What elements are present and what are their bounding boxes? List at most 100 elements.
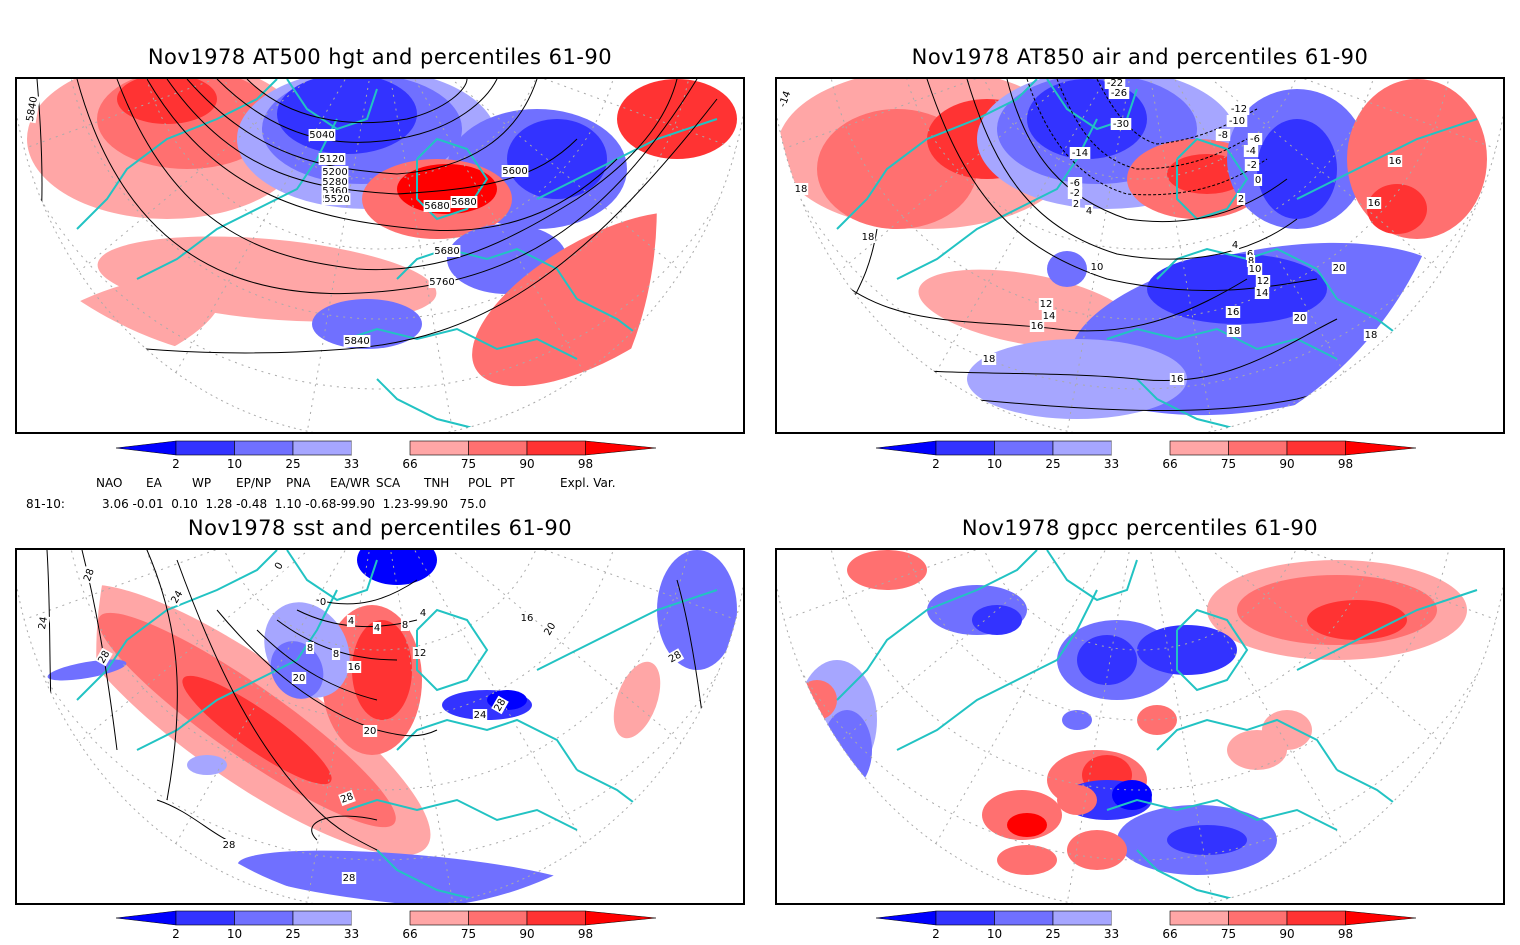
coastline <box>1106 798 1338 831</box>
colorbar-tick-label: 33 <box>1103 927 1120 941</box>
index-row-label: 81-10: <box>26 497 65 511</box>
t850-contour-label: 16 <box>1031 321 1044 332</box>
t850-contour-label: 14 <box>1256 288 1269 299</box>
colorbar-segment <box>1228 440 1288 456</box>
height-contour <box>116 79 678 271</box>
contour-label-bg <box>1215 129 1231 141</box>
colorbar-tick-label: 25 <box>285 927 301 941</box>
coastline <box>1046 550 1138 602</box>
coastline <box>836 79 1038 230</box>
colorbar-segment <box>468 910 528 926</box>
colorbar-tick-label: 2 <box>172 927 180 941</box>
coastline <box>376 378 478 430</box>
z500-contour-label: 5680 <box>424 201 449 212</box>
precip-anomaly-patch <box>1007 813 1047 837</box>
precip-anomaly-patch <box>822 710 872 790</box>
longitude-gridline <box>289 79 381 432</box>
shading-indian-cool <box>657 550 737 670</box>
colorbar-segment <box>351 911 410 925</box>
shading-atlantic-warm-max <box>182 675 332 785</box>
coastline <box>396 247 578 300</box>
contour-label-bg <box>308 129 336 141</box>
precip-anomaly-patch <box>1137 625 1237 675</box>
sst-contour-label: 28 <box>339 791 355 806</box>
colorbar-tick-label: 75 <box>1220 927 1237 941</box>
contour-label-bg <box>1292 312 1308 324</box>
index-header-ea-wr: EA/WR <box>330 476 371 490</box>
sst-contour-label: 8 <box>333 649 339 660</box>
sst-contour-label: 4 <box>348 616 354 627</box>
precip-anomaly-patch <box>1167 825 1247 855</box>
contour-label-bg <box>1029 320 1045 332</box>
t850-contour-label: 12 <box>1257 276 1270 287</box>
colorbar-tick-label: 90 <box>1279 927 1295 941</box>
contour-label-bg <box>318 153 346 165</box>
height-contour <box>246 79 468 124</box>
contour-label-bg <box>1363 329 1379 341</box>
longitude-gridline <box>879 550 1141 903</box>
t850-contour-label: -6 <box>1070 178 1080 189</box>
precip-anomaly-patch <box>1062 710 1092 730</box>
colorbar-tick-label: 2 <box>932 457 940 471</box>
contour-label-bg <box>777 87 795 111</box>
index-header-tnh: TNH <box>424 476 450 490</box>
colorbar-tick-label: 90 <box>519 927 535 941</box>
contour-label-bg <box>1071 198 1081 210</box>
colorbar-svg <box>116 440 656 456</box>
colorbar-segment <box>935 440 995 456</box>
sst-contour-label: 28 <box>223 840 236 851</box>
t850-contour-label: 18 <box>862 232 875 243</box>
contour-label-bg <box>423 200 451 212</box>
sst-contour-label: 12 <box>414 648 427 659</box>
contour-label-bg <box>1069 147 1091 159</box>
t850-contour-label: 10 <box>1091 262 1104 273</box>
colorbar-segment <box>1169 910 1229 926</box>
colorbar-arrow-low <box>116 910 177 926</box>
sst-contour-label: 0 <box>273 561 286 572</box>
contour-label-bg <box>346 615 356 627</box>
longitude-gridline <box>1139 550 1503 825</box>
coastline <box>346 798 578 831</box>
z500-contour-label: 5200 <box>322 167 347 178</box>
height-contour <box>216 79 498 143</box>
longitude-gridline <box>1139 550 1401 903</box>
contour-label-bg <box>1038 298 1054 310</box>
map-projection: -14-22-26-30-14-12-10-8 -6-4-202-6-224468… <box>777 79 1503 432</box>
contour-label-bg <box>318 596 328 608</box>
colorbar-segment <box>526 440 586 456</box>
sst-contour-label: 8 <box>402 620 408 631</box>
t850-contour-label: -4 <box>1246 146 1256 157</box>
z500-contour-label: 5840 <box>344 336 369 347</box>
t850-contour-label: 12 <box>1040 299 1053 310</box>
precip-anomaly-patch <box>847 550 927 590</box>
colorbar-tick-label: 25 <box>1045 927 1061 941</box>
coastline <box>1336 769 1458 851</box>
coastline <box>416 608 489 692</box>
sst-contour-label: 28 <box>82 567 97 583</box>
longitude-gridline <box>119 79 381 432</box>
sst-contour <box>146 550 178 801</box>
z500-contour-label: 5840 <box>25 96 40 123</box>
contour-label-bg <box>1228 103 1250 115</box>
colorbar-tick-label: 98 <box>1337 927 1354 941</box>
contour-label-bg <box>362 725 378 737</box>
contour-label-bg <box>1067 177 1083 189</box>
panel-title-sst: Nov1978 sst and percentiles 61-90 <box>187 516 573 540</box>
sst-contour-label: 4 <box>420 608 426 619</box>
contour-label-bg <box>665 648 685 666</box>
index-header-ep-np: EP/NP <box>236 476 272 490</box>
contour-label-bg <box>1245 248 1255 260</box>
colorbar-segment <box>175 910 235 926</box>
height-contour <box>166 79 578 195</box>
sst-contour-label: 20 <box>542 621 558 638</box>
coastline <box>1136 378 1238 430</box>
t850-contour-label: 20 <box>1294 313 1307 324</box>
colorbar-arrow-high <box>1345 440 1416 456</box>
colorbar-arrow-low <box>116 440 177 456</box>
longitude-gridline <box>119 550 381 903</box>
temperature-contour <box>836 228 878 340</box>
coastline <box>396 718 578 771</box>
map-t850: -14 -22 -26 -30 -14 -12 -10 -8 -6 -4 -2 0 2 -6 -2 2 4 4 6 8… <box>775 77 1505 434</box>
longitude-gridline <box>379 79 743 354</box>
